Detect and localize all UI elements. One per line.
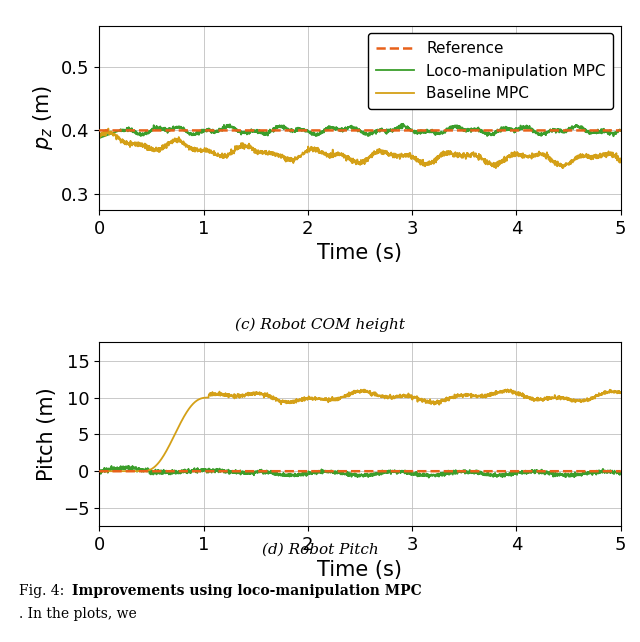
Baseline MPC xyxy=(617,389,625,397)
Loco-manipulation MPC xyxy=(335,126,343,134)
Legend: Reference, Loco-manipulation MPC, Baseline MPC: Reference, Loco-manipulation MPC, Baseli… xyxy=(368,33,613,109)
Baseline MPC xyxy=(506,387,514,395)
Loco-manipulation MPC xyxy=(349,470,357,478)
Reference xyxy=(122,126,130,134)
Baseline MPC xyxy=(335,395,343,403)
Loco-manipulation MPC xyxy=(399,120,407,128)
Loco-manipulation MPC xyxy=(95,134,103,142)
Reference xyxy=(506,467,514,475)
Text: Fig. 4:: Fig. 4: xyxy=(19,584,65,598)
Reference xyxy=(349,467,356,475)
Line: Baseline MPC: Baseline MPC xyxy=(99,389,621,471)
Baseline MPC xyxy=(335,152,343,159)
Y-axis label: Pitch (m): Pitch (m) xyxy=(37,388,58,482)
Baseline MPC xyxy=(602,388,609,396)
X-axis label: Time (s): Time (s) xyxy=(317,243,403,263)
Reference xyxy=(349,126,356,134)
Loco-manipulation MPC xyxy=(122,126,130,134)
Reference xyxy=(617,126,625,134)
Baseline MPC xyxy=(95,467,103,475)
Baseline MPC xyxy=(349,389,356,397)
Line: Loco-manipulation MPC: Loco-manipulation MPC xyxy=(99,124,621,138)
Loco-manipulation MPC xyxy=(425,474,433,482)
Reference xyxy=(617,467,625,475)
Loco-manipulation MPC xyxy=(602,128,610,135)
Text: Improvements using loco-manipulation MPC: Improvements using loco-manipulation MPC xyxy=(67,584,422,598)
Reference xyxy=(602,126,609,134)
Reference xyxy=(506,126,514,134)
Loco-manipulation MPC xyxy=(602,469,610,476)
Reference xyxy=(95,126,103,134)
Baseline MPC xyxy=(506,152,514,159)
Line: Loco-manipulation MPC: Loco-manipulation MPC xyxy=(99,466,621,478)
Reference xyxy=(122,467,130,475)
Loco-manipulation MPC xyxy=(335,468,343,476)
Reference xyxy=(95,467,103,475)
Baseline MPC xyxy=(504,385,511,393)
Reference xyxy=(602,467,609,475)
X-axis label: Time (s): Time (s) xyxy=(317,560,403,580)
Text: . In the plots, we: . In the plots, we xyxy=(19,607,137,621)
Text: (c) Robot COM height: (c) Robot COM height xyxy=(235,318,405,332)
Baseline MPC xyxy=(122,467,130,475)
Baseline MPC xyxy=(602,390,610,397)
Baseline MPC xyxy=(104,125,112,132)
Reference xyxy=(602,126,609,134)
Baseline MPC xyxy=(602,152,610,159)
Baseline MPC xyxy=(349,155,357,162)
Line: Baseline MPC: Baseline MPC xyxy=(99,128,621,168)
Baseline MPC xyxy=(602,153,610,161)
Baseline MPC xyxy=(617,157,625,164)
Loco-manipulation MPC xyxy=(506,125,514,133)
Y-axis label: $p_z$ (m): $p_z$ (m) xyxy=(31,85,56,150)
Loco-manipulation MPC xyxy=(602,128,609,136)
Loco-manipulation MPC xyxy=(349,123,356,130)
Text: (d) Robot Pitch: (d) Robot Pitch xyxy=(262,542,378,557)
Loco-manipulation MPC xyxy=(122,463,130,471)
Loco-manipulation MPC xyxy=(617,469,625,476)
Loco-manipulation MPC xyxy=(602,467,610,474)
Loco-manipulation MPC xyxy=(507,470,515,478)
Loco-manipulation MPC xyxy=(95,468,103,476)
Reference xyxy=(335,126,343,134)
Reference xyxy=(335,467,343,475)
Baseline MPC xyxy=(122,137,130,145)
Baseline MPC xyxy=(95,132,103,140)
Loco-manipulation MPC xyxy=(617,126,625,134)
Loco-manipulation MPC xyxy=(108,462,115,470)
Baseline MPC xyxy=(559,164,567,172)
Reference xyxy=(602,467,609,475)
